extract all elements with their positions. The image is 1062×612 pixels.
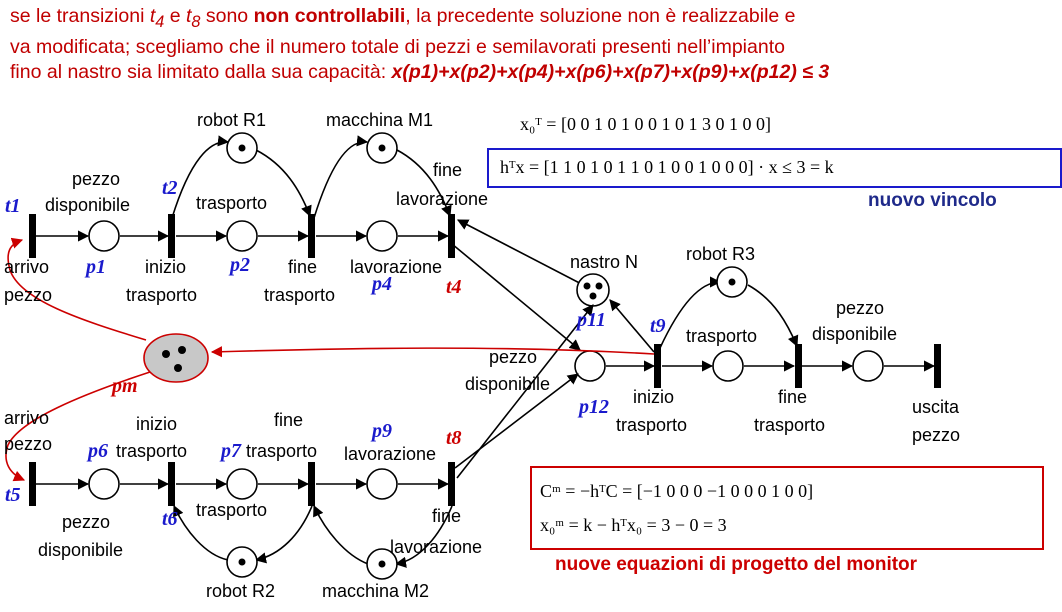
place-pm-monitor [143, 333, 209, 383]
constraint-box [487, 148, 1062, 188]
label-inizio-bot-2: trasporto [116, 441, 187, 461]
label-fine-r-1: fine [778, 387, 807, 407]
eq-hx: hᵀx = [1 1 0 1 0 1 1 0 1 0 0 1 0 0 0] · … [500, 157, 834, 177]
label-pezzo-disp-1: pezzo [72, 169, 120, 189]
id-p9: p9 [370, 420, 392, 442]
label-pezzo-disp-r-2: disponibile [812, 324, 897, 344]
transition-t1 [29, 214, 36, 258]
transition-t4 [448, 214, 455, 258]
label-pezzo-disp-2: disponibile [45, 195, 130, 215]
place-p9 [366, 468, 398, 500]
id-t1: t1 [5, 195, 21, 217]
header-line-2: va modificata; scegliamo che il numero t… [10, 35, 785, 58]
id-p11: p11 [575, 309, 606, 331]
place-p7 [226, 468, 258, 500]
label-macchina-m1: macchina M1 [326, 110, 433, 130]
label-trasporto-bot: trasporto [196, 500, 267, 520]
id-t8: t8 [446, 427, 462, 449]
label-monitor-title: nuove equazioni di progetto del monitor [555, 554, 918, 575]
id-t4: t4 [446, 276, 462, 298]
label-robot-r3: robot R3 [686, 244, 755, 264]
id-p2: p2 [228, 254, 250, 276]
monitor-equations-box [530, 466, 1044, 550]
transition-t8 [448, 462, 455, 506]
label-pezzo-disp-bot-1: pezzo [62, 512, 110, 532]
label-uscita-2: pezzo [912, 425, 960, 445]
label-arrivo-2: pezzo [4, 285, 52, 305]
label-fine-tr-1: fine [288, 257, 317, 277]
label-arrivo-bot-1: arrivo [4, 408, 49, 428]
id-t9: t9 [650, 315, 666, 337]
transition-t11 [934, 344, 941, 388]
label-lavorazione-top: lavorazione [350, 257, 442, 277]
place-p13 [712, 350, 744, 382]
label-trasporto-r: trasporto [686, 326, 757, 346]
id-p4: p4 [370, 273, 392, 295]
label-inizio-2: trasporto [126, 285, 197, 305]
label-arrivo-bot-2: pezzo [4, 434, 52, 454]
label-fine-lav-1: fine [433, 160, 462, 180]
label-pezzo-disp-r-1: pezzo [836, 298, 884, 318]
label-fine-lav-bot-1: fine [432, 506, 461, 526]
label-trasporto-top: trasporto [196, 193, 267, 213]
eq-cm: Cᵐ = −hᵀC = [−1 0 0 0 −1 0 0 0 1 0 0] [540, 481, 813, 501]
label-robot-r2: robot R2 [206, 581, 275, 601]
header-line-3: fino al nastro sia limitato dalla sua ca… [10, 60, 830, 83]
label-nastro-n: nastro N [570, 252, 638, 272]
label-fine-lav-2: lavorazione [396, 189, 488, 209]
id-t5: t5 [5, 484, 21, 506]
place-p12 [574, 350, 606, 382]
id-p1: p1 [84, 256, 106, 278]
label-inizio-bot-1: inizio [136, 414, 177, 434]
label-fine-tr-2: trasporto [264, 285, 335, 305]
label-arrivo-1: arrivo [4, 257, 49, 277]
label-fine-bot-2: trasporto [246, 441, 317, 461]
place-p4 [366, 220, 398, 252]
transition-t2 [168, 214, 175, 258]
transition-t7 [308, 462, 315, 506]
eq-xm0: x₀ᵐ = k − hᵀx₀ = 3 − 0 = 3 [540, 515, 727, 535]
label-uscita-1: uscita [912, 397, 960, 417]
place-p14 [852, 350, 884, 382]
constraint-formula: x(p1)+x(p2)+x(p4)+x(p6)+x(p7)+x(p9)+x(p1… [391, 60, 830, 83]
label-pezzo-disp-mid-1: pezzo [489, 347, 537, 367]
label-fine-r-2: trasporto [754, 415, 825, 435]
label-inizio-r-1: inizio [633, 387, 674, 407]
id-t2: t2 [162, 177, 178, 199]
transition-t9 [654, 344, 661, 388]
header-text: se le transizioni t4 e t8 sono non contr… [10, 4, 1055, 85]
label-fine-bot-1: fine [274, 410, 303, 430]
label-lavorazione-bot: lavorazione [344, 444, 436, 464]
id-p12: p12 [577, 396, 609, 418]
transition-t6 [168, 462, 175, 506]
place-p1 [88, 220, 120, 252]
place-p2 [226, 220, 258, 252]
transition-t10 [795, 344, 802, 388]
id-p6: p6 [86, 440, 108, 462]
label-fine-lav-bot-2: lavorazione [390, 537, 482, 557]
transition-t5 [29, 462, 36, 506]
label-robot-r1: robot R1 [197, 110, 266, 130]
label-inizio-r-2: trasporto [616, 415, 687, 435]
eq-x0: x₀ᵀ = [0 0 1 0 1 0 0 1 0 1 3 0 1 0 0] [520, 114, 771, 134]
label-nuovo-vincolo: nuovo vincolo [868, 190, 997, 211]
id-t6: t6 [162, 508, 178, 530]
place-p11-nastro [576, 273, 610, 307]
id-pm: pm [110, 375, 138, 397]
label-pezzo-disp-bot-2: disponibile [38, 540, 123, 560]
label-inizio-1: inizio [145, 257, 186, 277]
id-p7: p7 [219, 440, 242, 462]
label-macchina-m2: macchina M2 [322, 581, 429, 601]
transition-t3 [308, 214, 315, 258]
label-pezzo-disp-mid-2: disponibile [465, 374, 550, 394]
place-p6 [88, 468, 120, 500]
header-line-1: se le transizioni t4 e t8 sono non contr… [10, 5, 796, 31]
